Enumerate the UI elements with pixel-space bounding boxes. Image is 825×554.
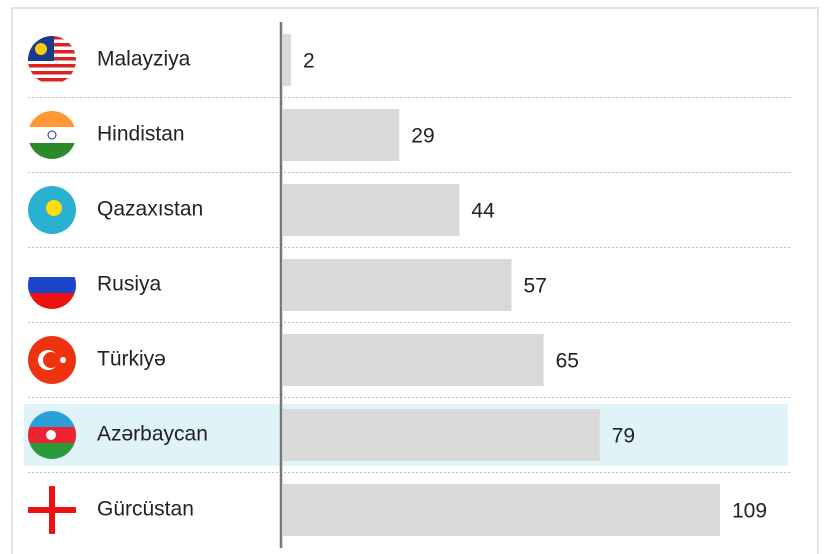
flag-crescent (46, 430, 56, 440)
category-label: Azərbaycan (97, 423, 208, 446)
flag-stripe (28, 143, 76, 159)
bar (283, 259, 512, 311)
bar (283, 334, 544, 386)
value-label: 109 (732, 500, 767, 523)
flag-icon (28, 411, 76, 459)
bar (283, 409, 600, 461)
flag-stripe (28, 71, 76, 75)
category-label: Rusiya (97, 273, 162, 296)
flag-stripe (28, 64, 76, 68)
bar (283, 484, 720, 536)
flag-sun (46, 200, 62, 216)
value-label: 65 (556, 350, 579, 373)
flag-icon (28, 277, 76, 309)
category-label: Malayziya (97, 48, 191, 71)
flag-crescent (43, 352, 59, 368)
bar (283, 184, 460, 236)
flag-stripe (28, 411, 76, 427)
flag-icon (28, 111, 76, 159)
flag-star (60, 357, 66, 363)
bar (283, 34, 292, 86)
flag-stripe (28, 277, 76, 293)
value-label: 44 (471, 200, 495, 223)
category-label: Gürcüstan (97, 498, 194, 521)
frame (11, 7, 819, 554)
flag-cross (49, 486, 55, 534)
flag-icon (28, 186, 76, 234)
value-label: 57 (524, 275, 547, 298)
value-label: 2 (303, 50, 315, 73)
flag-stripe (28, 78, 76, 82)
flag-stripe (28, 111, 76, 127)
category-label: Qazaxıstan (97, 198, 203, 221)
value-label: 29 (411, 125, 434, 148)
category-label: Türkiyə (97, 348, 166, 371)
flag-icon (28, 336, 76, 384)
flag-moon (35, 43, 47, 55)
value-label: 79 (612, 425, 635, 448)
flag-wheel (47, 130, 57, 140)
flag-stripe (28, 293, 76, 309)
category-label: Hindistan (97, 123, 185, 146)
flag-icon (28, 486, 76, 534)
flag-icon (28, 36, 76, 82)
bar (283, 109, 400, 161)
flag-stripe (28, 443, 76, 459)
